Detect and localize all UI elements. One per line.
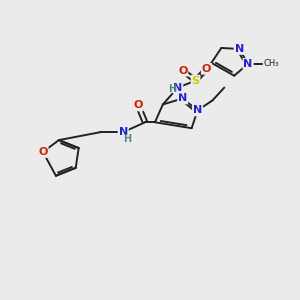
Text: N: N [178, 94, 187, 103]
Text: N: N [244, 59, 253, 69]
Text: CH₃: CH₃ [264, 59, 279, 68]
Text: N: N [118, 127, 128, 137]
Text: N: N [173, 82, 182, 93]
Text: O: O [134, 100, 143, 110]
Text: N: N [235, 44, 244, 54]
Text: H: H [123, 134, 131, 144]
Text: O: O [38, 147, 48, 157]
Text: N: N [193, 105, 202, 116]
Text: H: H [168, 84, 176, 94]
Text: S: S [192, 76, 200, 85]
Text: O: O [178, 66, 188, 76]
Text: O: O [202, 64, 211, 74]
